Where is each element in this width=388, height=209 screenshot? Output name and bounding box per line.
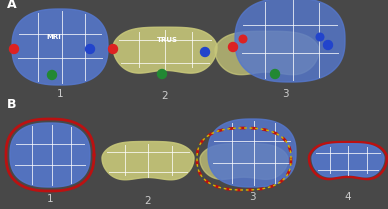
Text: 1: 1 bbox=[47, 194, 53, 204]
Text: 2: 2 bbox=[162, 91, 168, 101]
Text: 4: 4 bbox=[345, 192, 351, 202]
Circle shape bbox=[47, 70, 57, 79]
Circle shape bbox=[239, 35, 247, 43]
Polygon shape bbox=[102, 141, 194, 180]
Circle shape bbox=[270, 70, 279, 79]
Text: 2: 2 bbox=[145, 196, 151, 206]
Circle shape bbox=[9, 45, 19, 54]
Text: 3: 3 bbox=[249, 192, 255, 202]
Text: B: B bbox=[7, 98, 17, 111]
Text: MRI: MRI bbox=[47, 34, 61, 40]
Circle shape bbox=[109, 45, 118, 54]
Polygon shape bbox=[12, 9, 108, 85]
Circle shape bbox=[201, 47, 210, 56]
Polygon shape bbox=[200, 144, 288, 179]
Polygon shape bbox=[215, 31, 319, 75]
Circle shape bbox=[229, 42, 237, 51]
Polygon shape bbox=[10, 123, 90, 187]
Text: A: A bbox=[7, 0, 17, 11]
Circle shape bbox=[316, 33, 324, 41]
Circle shape bbox=[158, 70, 166, 79]
Circle shape bbox=[85, 45, 95, 54]
Circle shape bbox=[324, 41, 333, 50]
Polygon shape bbox=[113, 27, 217, 73]
Polygon shape bbox=[235, 0, 345, 82]
Text: 3: 3 bbox=[282, 89, 288, 99]
Text: 1: 1 bbox=[57, 89, 63, 99]
Text: TRUS: TRUS bbox=[156, 37, 177, 43]
Polygon shape bbox=[208, 119, 296, 187]
Polygon shape bbox=[312, 144, 384, 177]
